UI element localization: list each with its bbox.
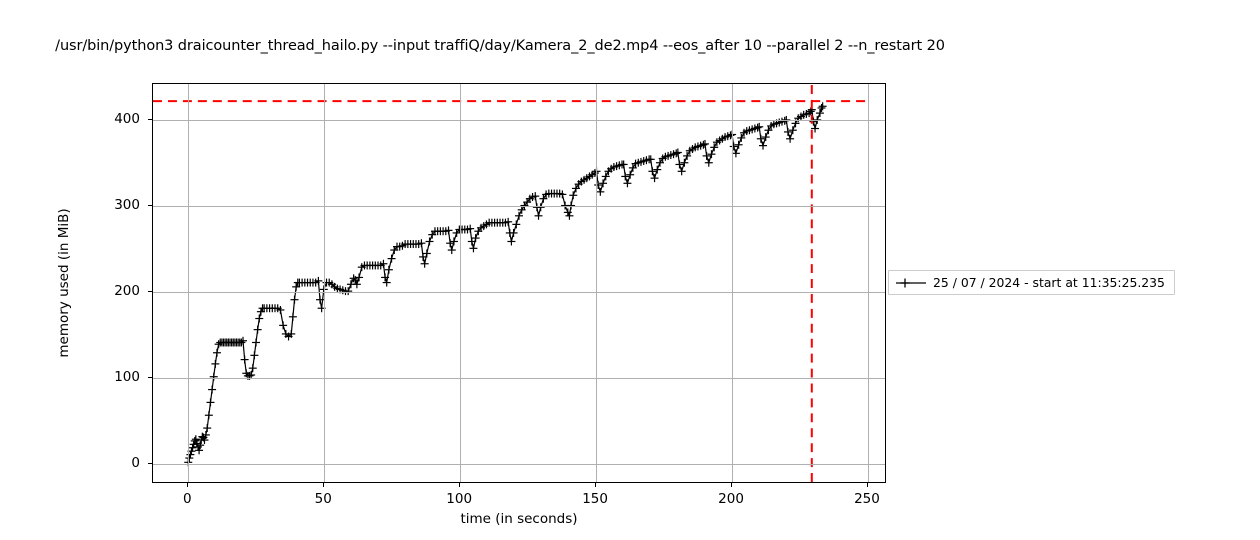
x-tick-mark	[595, 483, 597, 487]
gridline-vertical	[867, 84, 869, 482]
x-tick-mark	[731, 483, 733, 487]
x-tick-label: 0	[183, 491, 192, 507]
x-tick-label: 200	[718, 491, 744, 507]
y-tick-mark	[148, 205, 152, 207]
x-tick-label: 250	[854, 491, 880, 507]
x-tick-label: 150	[582, 491, 608, 507]
y-tick-mark	[148, 119, 152, 121]
legend-entry-label: 25 / 07 / 2024 - start at 11:35:25.235	[933, 275, 1165, 290]
y-tick-mark	[148, 291, 152, 293]
series-line	[187, 105, 824, 463]
gridline-vertical	[188, 84, 190, 482]
gridline-vertical	[324, 84, 326, 482]
y-tick-label: 400	[114, 111, 140, 128]
y-tick-label: 0	[131, 455, 140, 472]
x-tick-label: 50	[314, 491, 332, 507]
y-tick-label: 300	[114, 197, 140, 214]
series-markers	[184, 102, 827, 467]
y-tick-label: 100	[114, 369, 140, 386]
gridline-horizontal	[153, 206, 885, 208]
legend[interactable]: 25 / 07 / 2024 - start at 11:35:25.235	[888, 270, 1175, 295]
gridline-vertical	[460, 84, 462, 482]
gridline-horizontal	[153, 292, 885, 294]
x-tick-label: 100	[446, 491, 473, 507]
gridline-vertical	[732, 84, 734, 482]
y-tick-mark	[148, 377, 152, 379]
plot-canvas	[153, 84, 867, 482]
plus-marker-icon	[896, 277, 926, 289]
y-tick-label: 200	[114, 283, 140, 300]
x-tick-mark	[459, 483, 461, 487]
gridline-vertical	[596, 84, 598, 482]
gridline-horizontal	[153, 120, 885, 122]
page-title: /usr/bin/python3 draicounter_thread_hail…	[55, 38, 945, 54]
x-tick-mark	[323, 483, 325, 487]
plot-area	[152, 83, 886, 483]
y-tick-mark	[148, 463, 152, 465]
gridline-horizontal	[153, 378, 885, 380]
gridline-horizontal	[153, 464, 885, 466]
x-tick-mark	[866, 483, 868, 487]
x-axis-label: time (in seconds)	[460, 511, 578, 527]
x-tick-mark	[187, 483, 189, 487]
